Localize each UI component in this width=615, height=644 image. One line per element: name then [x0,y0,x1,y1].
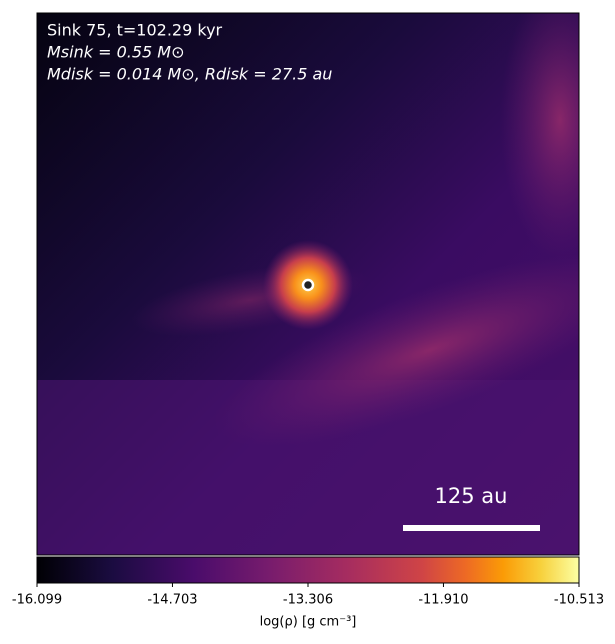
density-image [37,13,579,555]
colorbar-tick-label: -14.703 [147,593,197,608]
colorbar-tick-label: -11.910 [418,593,468,608]
scale-bar-label: 125 au [435,484,508,508]
colorbar-label: log(ρ) [g cm⁻³] [260,615,357,630]
colorbar-tick-label: -13.306 [283,593,333,608]
colorbar [36,556,580,584]
sink-marker [301,278,315,292]
scale-bar [403,525,540,531]
annotation: Mdisk = 0.014 M⊙, Rdisk = 27.5 au [47,65,332,84]
annotation: Sink 75, t=102.29 kyr [47,21,223,40]
colorbar-tick-label: -10.513 [554,593,604,608]
colorbar-tick-label: -16.099 [12,593,62,608]
annotation: Msink = 0.55 M⊙ [47,43,185,62]
